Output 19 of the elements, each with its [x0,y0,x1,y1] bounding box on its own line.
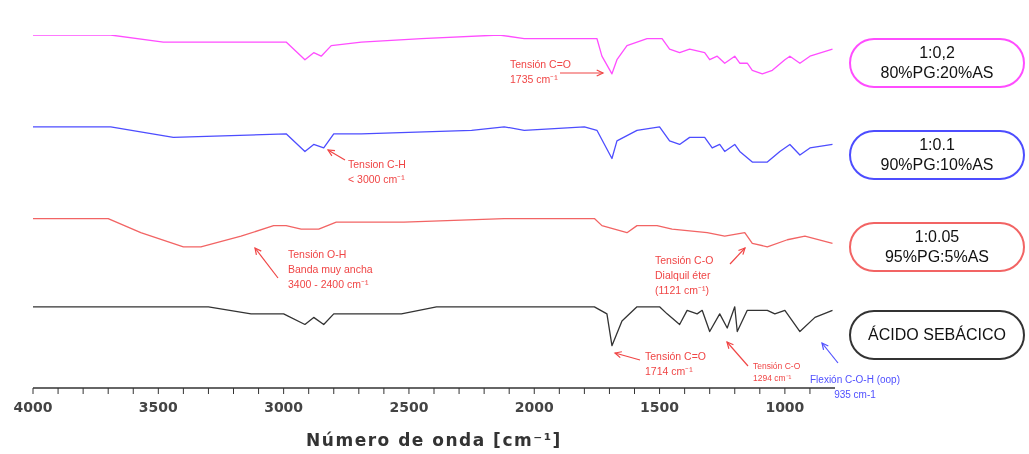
annotation: Tensión C-O Dialquil éter (1121 cm⁻¹) [655,254,714,297]
annotation: Tensión C=O 1735 cm⁻¹ [510,58,571,86]
x-tick-label: 3000 [264,399,304,415]
text: 1:0.1 90%PG:10%AS [849,129,1025,180]
x-tick-label: 3500 [138,399,179,415]
text: 1:0.05 95%PG:5%AS [849,221,1025,272]
annotation: Tensión C=O 1714 cm⁻¹ [645,350,706,378]
annotation: Flexión C-O-H (oop) 935 cm-1 [809,374,901,400]
x-tick-label: 1500 [640,399,680,415]
annotation: Tension C-H < 3000 cm⁻¹ [348,158,406,186]
x-tick-label: 4000 [13,399,53,415]
text: 1:0,2 80%PG:20%AS [849,38,1025,88]
x-axis-title: Número de onda [cm⁻¹] [306,430,562,450]
x-tick-label: 2000 [514,399,554,415]
x-tick-label: 1000 [765,399,805,415]
annotation: Tensión C-O 1294 cm⁻¹ [753,361,801,384]
annotation: Tensión O-H Banda muy ancha 3400 - 2400 cm⁻¹ [288,248,373,291]
x-tick-label: 2500 [389,399,429,415]
text: ÁCIDO SEBÁCICO [849,309,1025,360]
